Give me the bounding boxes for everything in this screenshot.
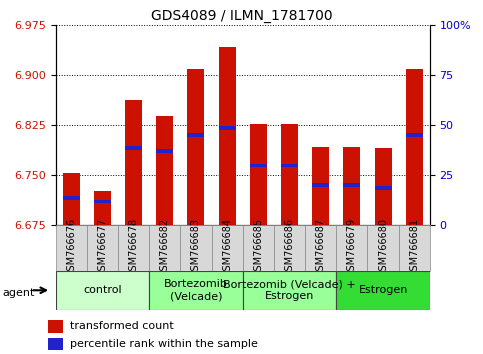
Bar — [180, 225, 212, 271]
Text: GSM766680: GSM766680 — [378, 218, 388, 277]
Text: GDS4089 / ILMN_1781700: GDS4089 / ILMN_1781700 — [151, 9, 332, 23]
Bar — [343, 183, 360, 187]
Text: GSM766685: GSM766685 — [253, 218, 263, 278]
Bar — [274, 225, 305, 271]
Bar — [368, 225, 398, 271]
Text: GSM766682: GSM766682 — [160, 218, 170, 278]
Bar — [242, 225, 274, 271]
Bar — [118, 225, 149, 271]
Bar — [187, 69, 204, 225]
Bar — [250, 124, 267, 225]
Bar — [156, 116, 173, 225]
Text: GSM766681: GSM766681 — [409, 218, 419, 277]
Bar — [149, 271, 242, 310]
Bar — [149, 225, 180, 271]
Bar — [187, 133, 204, 137]
Bar — [374, 148, 392, 225]
Bar — [250, 164, 267, 167]
Bar — [63, 196, 80, 200]
Bar — [156, 149, 173, 153]
Bar — [406, 69, 423, 225]
Text: GSM766677: GSM766677 — [98, 218, 107, 278]
Bar — [48, 320, 63, 333]
Bar — [305, 225, 336, 271]
Bar — [336, 225, 368, 271]
Text: Estrogen: Estrogen — [358, 285, 408, 295]
Bar — [281, 124, 298, 225]
Text: Bortezomib (Velcade) +
Estrogen: Bortezomib (Velcade) + Estrogen — [223, 279, 356, 301]
Bar — [56, 225, 87, 271]
Bar — [242, 271, 336, 310]
Text: GSM766676: GSM766676 — [66, 218, 76, 278]
Text: GSM766687: GSM766687 — [316, 218, 326, 278]
Bar — [343, 147, 360, 225]
Text: percentile rank within the sample: percentile rank within the sample — [70, 339, 257, 349]
Text: GSM766686: GSM766686 — [284, 218, 295, 277]
Bar — [94, 192, 111, 225]
Bar — [336, 271, 430, 310]
Bar — [87, 225, 118, 271]
Text: GSM766684: GSM766684 — [222, 218, 232, 277]
Bar — [312, 183, 329, 187]
Text: GSM766683: GSM766683 — [191, 218, 201, 277]
Bar — [374, 186, 392, 190]
Bar — [212, 225, 242, 271]
Bar — [125, 100, 142, 225]
Text: transformed count: transformed count — [70, 321, 173, 331]
Bar — [94, 200, 111, 203]
Bar — [312, 147, 329, 225]
Text: GSM766679: GSM766679 — [347, 218, 357, 278]
Bar — [56, 271, 149, 310]
Bar — [48, 338, 63, 350]
Bar — [218, 126, 236, 130]
Bar — [281, 164, 298, 167]
Bar — [125, 146, 142, 150]
Bar — [406, 133, 423, 137]
Text: control: control — [83, 285, 122, 295]
Bar — [218, 47, 236, 225]
Text: agent: agent — [2, 288, 35, 298]
Bar — [398, 225, 430, 271]
Text: Bortezomib
(Velcade): Bortezomib (Velcade) — [164, 279, 228, 301]
Text: GSM766678: GSM766678 — [128, 218, 139, 278]
Bar — [63, 173, 80, 225]
